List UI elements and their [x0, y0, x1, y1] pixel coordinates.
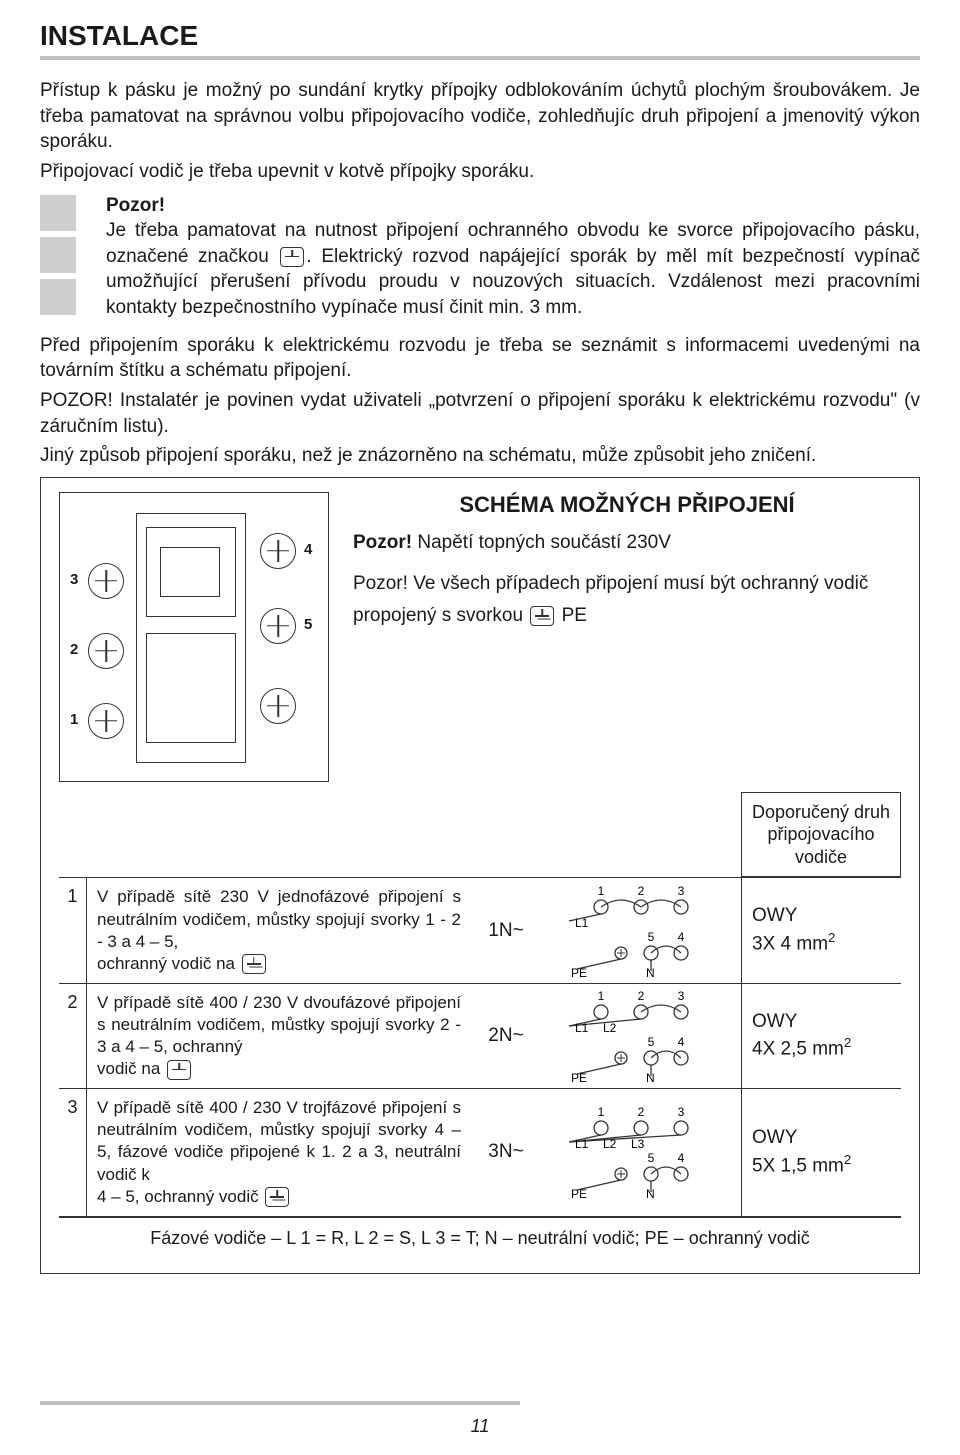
paragraph-2a: Před připojením sporáku k elektrickému r… [40, 333, 920, 384]
warn-square-icon [40, 279, 76, 315]
schema-right: SCHÉMA MOŽNÝCH PŘIPOJENÍ Pozor! Napětí t… [353, 492, 901, 782]
connection-row: 2 V případě sítě 400 / 230 V dvoufázové … [59, 983, 901, 1088]
svg-text:3: 3 [678, 989, 685, 1003]
svg-text:2: 2 [638, 989, 645, 1003]
paragraph-2c: Jiný způsob připojení sporáku, než je zn… [40, 443, 920, 469]
term-label-5: 5 [304, 616, 312, 633]
paragraph-2b: POZOR! Instalatér je povinen vydat uživa… [40, 388, 920, 439]
row-wiring-diagram: 123L1L254PEN [541, 984, 741, 1088]
term-label-3: 3 [70, 571, 78, 588]
cable-heading-row: Doporučený druh připojovacího vodiče [59, 792, 901, 878]
row-cable: OWY 5X 1,5 mm2 [741, 1089, 901, 1215]
term-label-2: 2 [70, 641, 78, 658]
warning-sidebar [40, 193, 88, 321]
svg-text:L1: L1 [575, 1137, 589, 1151]
row-code: 2N~ [471, 984, 541, 1088]
svg-text:L3: L3 [631, 1137, 645, 1151]
svg-text:L1: L1 [575, 1021, 589, 1035]
warning-block: Pozor! Je třeba pamatovat na nutnost při… [40, 193, 920, 321]
footer-legend: Fázové vodiče – L 1 = R, L 2 = S, L 3 = … [59, 1217, 901, 1259]
row-cable: OWY 3X 4 mm2 [741, 878, 901, 982]
warning-title: Pozor! [106, 195, 165, 216]
svg-text:1: 1 [598, 1105, 605, 1119]
row-description: V případě sítě 230 V jednofázové připoje… [87, 878, 471, 982]
svg-text:N: N [646, 1071, 655, 1085]
schema-note-1: Pozor! Ve všech případech připojení musí… [353, 573, 868, 626]
ground-icon [242, 954, 266, 974]
intro-paragraph-1: Přístup k pásku je možný po sundání kryt… [40, 78, 920, 155]
row-wiring-diagram: 123L154PEN [541, 878, 741, 982]
heading-text: INSTALACE [40, 20, 198, 52]
svg-text:5: 5 [648, 1035, 655, 1049]
svg-text:L2: L2 [603, 1137, 617, 1151]
terminal-diagram: 1 2 3 4 5 [59, 492, 329, 782]
schema-sub-bold: Pozor! [353, 532, 412, 553]
svg-text:3: 3 [678, 1105, 685, 1119]
schema-note-2: PE [556, 605, 587, 626]
row-wiring-diagram: 123L1L2L354PEN [541, 1089, 741, 1215]
row-description: V případě sítě 400 / 230 V trojfázové př… [87, 1089, 471, 1215]
ground-icon [280, 247, 304, 267]
schema-title: SCHÉMA MOŽNÝCH PŘIPOJENÍ [353, 492, 901, 518]
intro-paragraph-2: Připojovací vodič je třeba upevnit v kot… [40, 159, 920, 185]
term-label-1: 1 [70, 711, 78, 728]
svg-text:4: 4 [678, 1035, 685, 1049]
warn-square-icon [40, 237, 76, 273]
schema-subtitle: Pozor! Napětí topných součástí 230V [353, 532, 901, 554]
svg-text:2: 2 [638, 884, 645, 898]
connection-table: 1 V případě sítě 230 V jednofázové připo… [59, 877, 901, 1216]
svg-text:1: 1 [598, 884, 605, 898]
svg-text:4: 4 [678, 930, 685, 944]
page-heading: INSTALACE [40, 20, 920, 52]
ground-icon [530, 606, 554, 626]
warn-square-icon [40, 195, 76, 231]
row-number: 1 [59, 878, 87, 982]
connection-row: 3 V případě sítě 400 / 230 V trojfázové … [59, 1088, 901, 1216]
row-code: 1N~ [471, 878, 541, 982]
svg-text:1: 1 [598, 989, 605, 1003]
schema-top-row: 1 2 3 4 5 SCHÉMA MOŽNÝCH PŘIPOJENÍ Pozor… [59, 492, 901, 782]
schema-box: 1 2 3 4 5 SCHÉMA MOŽNÝCH PŘIPOJENÍ Pozor… [40, 477, 920, 1274]
svg-text:5: 5 [648, 930, 655, 944]
svg-text:N: N [646, 966, 655, 980]
schema-note: Pozor! Ve všech případech připojení musí… [353, 568, 901, 633]
cable-heading-box: Doporučený druh připojovacího vodiče [741, 792, 901, 878]
svg-text:2: 2 [638, 1105, 645, 1119]
svg-text:4: 4 [678, 1151, 685, 1165]
connection-row: 1 V případě sítě 230 V jednofázové připo… [59, 877, 901, 982]
row-cable: OWY 4X 2,5 mm2 [741, 984, 901, 1088]
svg-text:N: N [646, 1187, 655, 1201]
row-description: V případě sítě 400 / 230 V dvoufázové př… [87, 984, 471, 1088]
ground-icon [265, 1187, 289, 1207]
svg-text:5: 5 [648, 1151, 655, 1165]
svg-text:L1: L1 [575, 916, 589, 930]
footer-rule [40, 1401, 520, 1405]
warning-content: Pozor! Je třeba pamatovat na nutnost při… [88, 193, 920, 321]
svg-text:L2: L2 [603, 1021, 617, 1035]
heading-rule [40, 56, 920, 60]
row-number: 2 [59, 984, 87, 1088]
term-label-4: 4 [304, 541, 312, 558]
row-code: 3N~ [471, 1089, 541, 1215]
svg-text:3: 3 [678, 884, 685, 898]
row-number: 3 [59, 1089, 87, 1215]
ground-icon [167, 1060, 191, 1080]
schema-sub-rest: Napětí topných součástí 230V [412, 532, 671, 553]
page-number: 11 [471, 1416, 490, 1437]
